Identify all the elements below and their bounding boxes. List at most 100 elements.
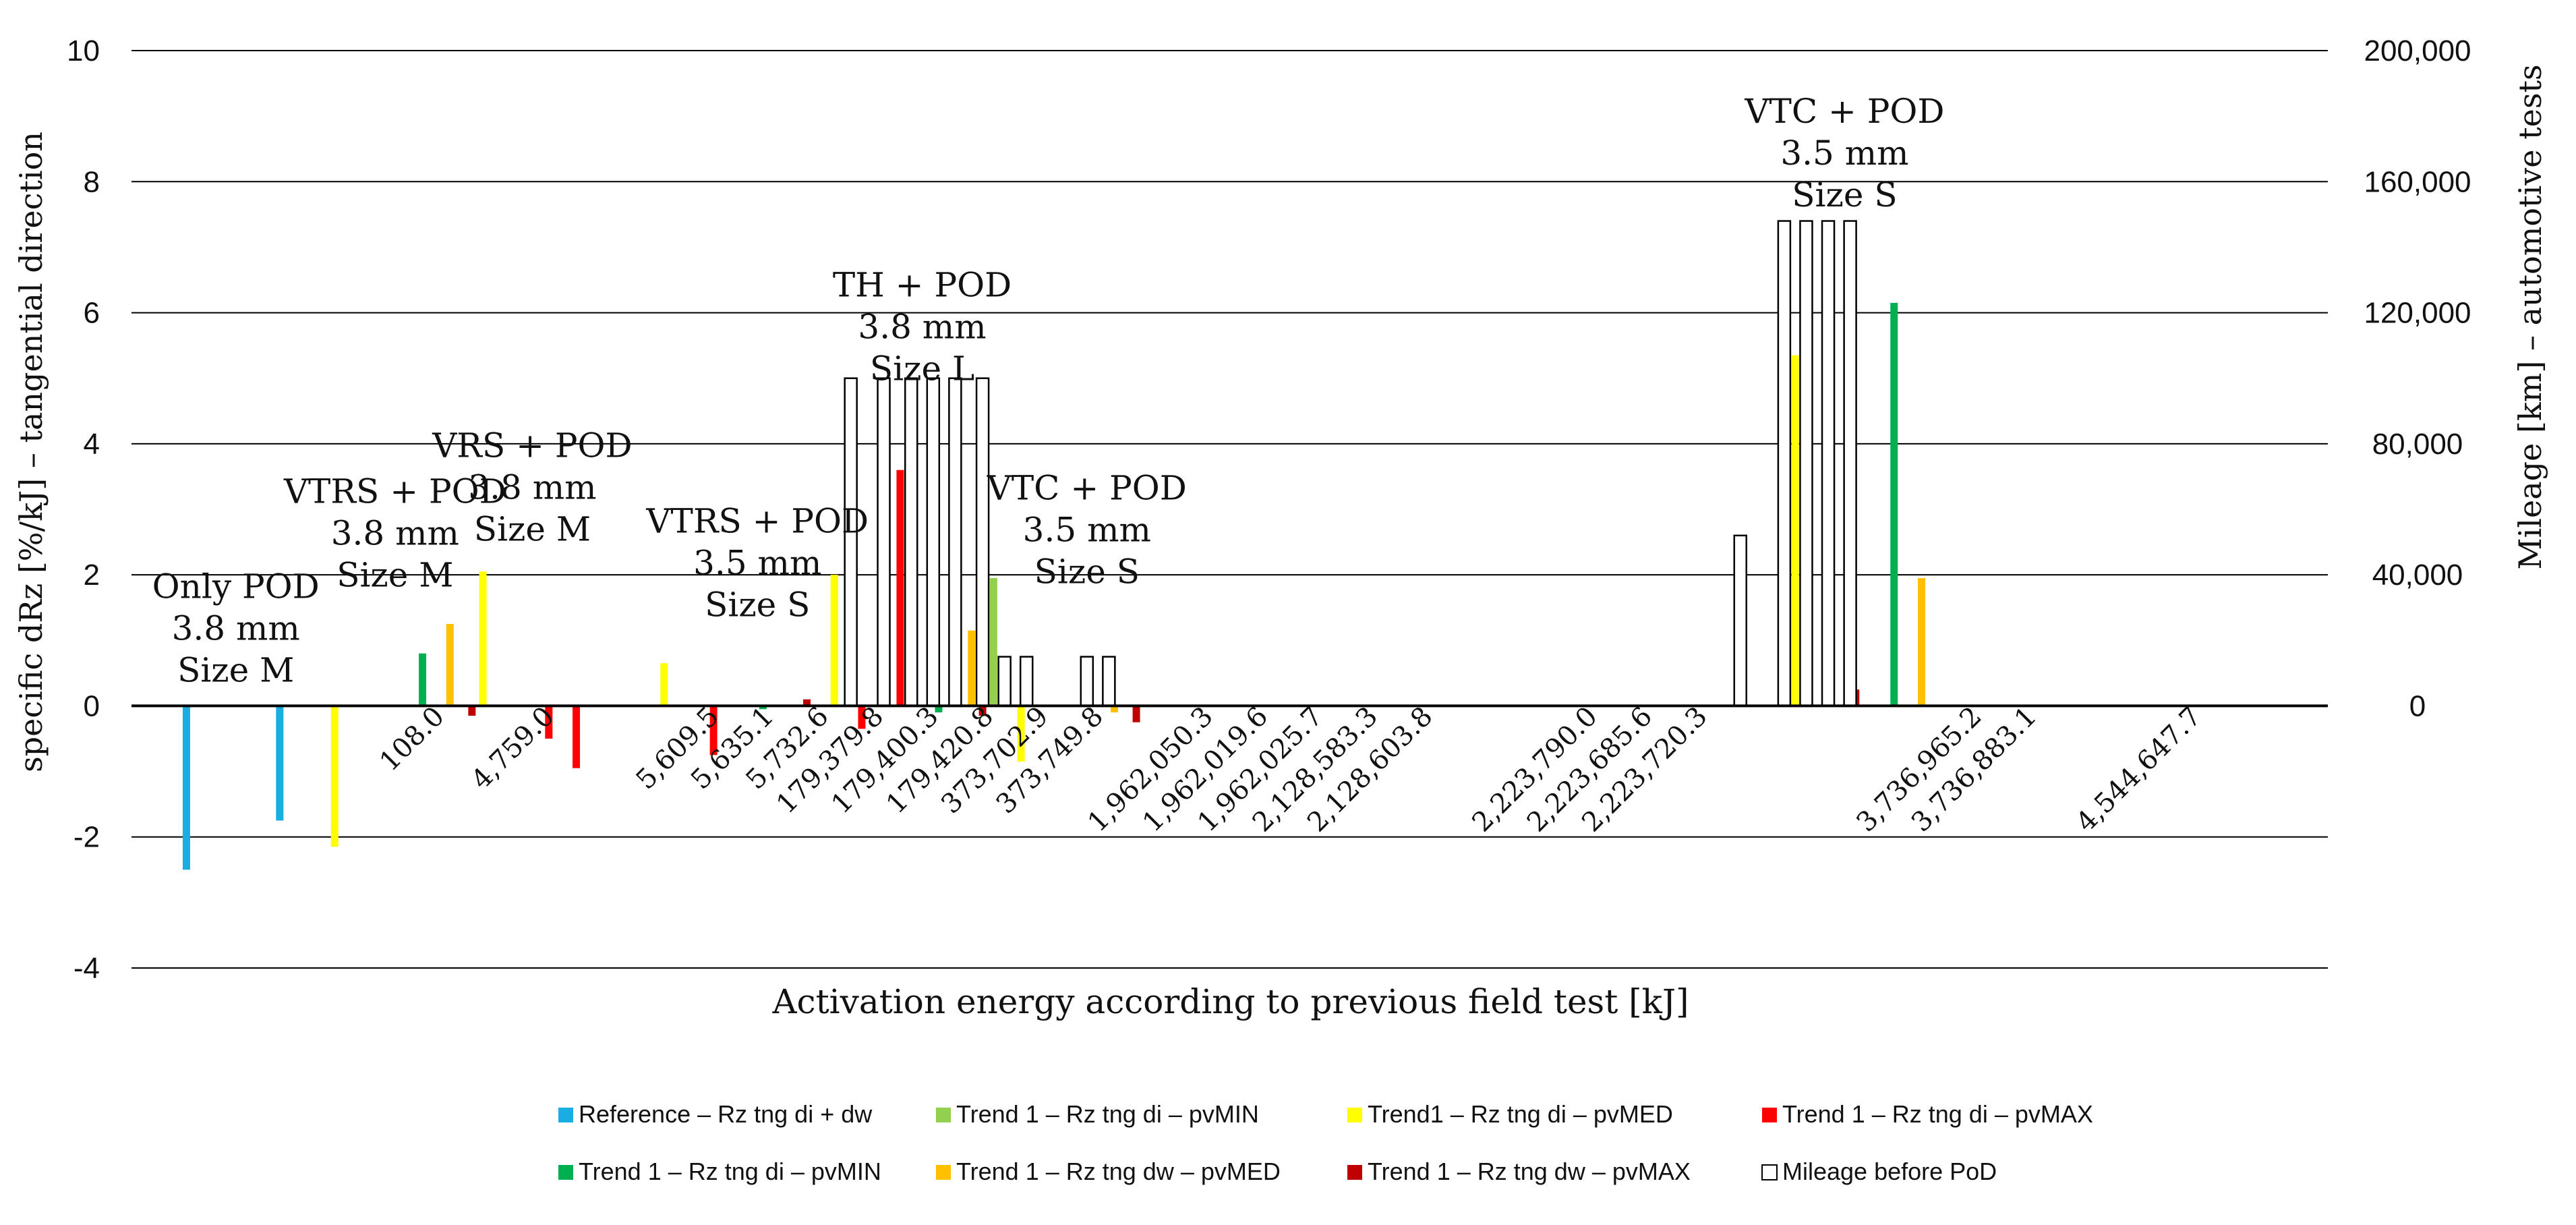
group-label-line: Size L bbox=[870, 349, 974, 389]
group-label-line: 3.8 mm bbox=[858, 308, 986, 347]
left-tick-label: -4 bbox=[74, 952, 100, 985]
legend-swatch bbox=[936, 1165, 951, 1180]
right-tick-label: 120,000 bbox=[2364, 297, 2471, 330]
right-tick-label: 0 bbox=[2409, 689, 2426, 722]
data-bar bbox=[479, 571, 487, 706]
mileage-bar bbox=[975, 377, 990, 707]
left-tick-label: 2 bbox=[84, 559, 100, 592]
left-tick-label: 4 bbox=[84, 428, 100, 461]
group-label-line: Size M bbox=[336, 556, 453, 595]
legend: Reference – Rz tng di + dw Trend 1 – Rz t… bbox=[558, 1100, 2093, 1185]
right-tick-label: 160,000 bbox=[2364, 165, 2471, 198]
data-bar bbox=[1791, 355, 1799, 706]
left-tick-label: 0 bbox=[84, 689, 100, 722]
left-tick-label: 6 bbox=[84, 297, 100, 330]
legend-swatch bbox=[1761, 1164, 1778, 1180]
mileage-bar bbox=[1733, 534, 1748, 707]
data-bar bbox=[803, 699, 811, 706]
mileage-bar bbox=[997, 656, 1012, 707]
right-axis-ticks: 0 40,000 80,000 120,000 160,000 200,000 bbox=[2364, 34, 2471, 722]
right-tick-label: 80,000 bbox=[2372, 428, 2463, 461]
data-bar bbox=[182, 706, 190, 870]
group-label-line: Size M bbox=[474, 510, 591, 549]
data-bar bbox=[968, 630, 976, 706]
data-bar bbox=[1017, 706, 1025, 762]
data-bar bbox=[468, 706, 476, 716]
legend-label: Trend 1 – Rz tng dw – pvMAX bbox=[1368, 1158, 1691, 1185]
x-axis-label: Activation energy according to previous … bbox=[771, 982, 1689, 1021]
mileage-bar bbox=[1799, 220, 1813, 707]
data-bar bbox=[419, 653, 427, 706]
legend-label: Mileage before PoD bbox=[1782, 1158, 1997, 1185]
group-label-line: Size M bbox=[177, 650, 294, 689]
legend-swatch bbox=[558, 1165, 573, 1180]
group-label-line: VTC + POD bbox=[1744, 92, 1944, 131]
left-tick-label: 10 bbox=[67, 34, 100, 67]
mileage-bar bbox=[1777, 220, 1792, 707]
legend-label: Trend 1 – Rz tng di – pvMIN bbox=[579, 1158, 881, 1185]
group-label-line: VRS + POD bbox=[432, 426, 632, 465]
data-bar bbox=[830, 575, 838, 706]
group-label-line: 3.5 mm bbox=[693, 543, 821, 582]
legend-label: Trend 1 – Rz tng di – pvMAX bbox=[1782, 1100, 2093, 1128]
data-bar bbox=[330, 706, 339, 847]
mileage-bar bbox=[1080, 656, 1094, 707]
legend-swatch bbox=[1762, 1108, 1777, 1122]
data-bar bbox=[446, 624, 454, 706]
mileage-bar bbox=[1821, 220, 1836, 707]
legend-label: Trend1 – Rz tng di – pvMED bbox=[1368, 1100, 1673, 1128]
data-bar bbox=[978, 706, 987, 716]
mileage-bar bbox=[1019, 656, 1034, 707]
group-label-line: VTC + POD bbox=[987, 469, 1187, 508]
data-bar bbox=[1111, 706, 1119, 713]
data-bar bbox=[1890, 303, 1898, 706]
legend-label: Trend 1 – Rz tng di – pvMIN bbox=[956, 1100, 1259, 1128]
group-label-line: Size S bbox=[705, 585, 810, 624]
group-label-line: VTRS + POD bbox=[645, 501, 869, 540]
data-bar bbox=[573, 706, 581, 768]
group-label-line: Size S bbox=[1792, 175, 1897, 215]
mileage-bar bbox=[1843, 220, 1857, 707]
mileage-bar bbox=[877, 377, 891, 707]
group-label-line: VTRS + POD bbox=[283, 472, 506, 511]
legend-swatch bbox=[1347, 1108, 1362, 1122]
legend-label: Reference – Rz tng di + dw bbox=[579, 1100, 873, 1128]
data-bar bbox=[935, 706, 943, 713]
data-bar bbox=[545, 706, 553, 739]
mileage-bar bbox=[926, 377, 941, 707]
group-label-line: 3.5 mm bbox=[1780, 134, 1908, 173]
left-tick-label: -2 bbox=[74, 821, 100, 854]
gridlines bbox=[131, 50, 2328, 969]
mileage-bar bbox=[1102, 656, 1116, 707]
y-axis-label-left: specific dRz [%/kJ] – tangential directi… bbox=[13, 132, 49, 772]
y-axis-label-right: Mileage [km] – automotive tests bbox=[2512, 64, 2548, 569]
data-bar bbox=[709, 706, 718, 756]
legend-swatch bbox=[936, 1108, 951, 1122]
mileage-bar bbox=[844, 377, 858, 707]
group-label-line: Only POD bbox=[152, 567, 320, 606]
group-label-line: 3.8 mm bbox=[468, 468, 596, 507]
mileage-bar bbox=[904, 377, 918, 707]
bars bbox=[182, 220, 1925, 870]
group-label-line: TH + POD bbox=[833, 266, 1012, 305]
data-bar bbox=[989, 578, 997, 706]
legend-label: Trend 1 – Rz tng dw – pvMED bbox=[956, 1158, 1281, 1185]
data-bar bbox=[660, 663, 668, 706]
data-bar bbox=[858, 706, 866, 729]
group-label-line: Size S bbox=[1034, 552, 1140, 592]
mileage-bar bbox=[948, 377, 962, 707]
legend-swatch bbox=[558, 1108, 573, 1122]
data-bar bbox=[1132, 706, 1140, 722]
data-bar bbox=[1917, 578, 1925, 706]
group-label-line: 3.8 mm bbox=[331, 514, 459, 553]
data-bar bbox=[276, 706, 284, 821]
right-tick-label: 200,000 bbox=[2364, 34, 2471, 67]
legend-swatch bbox=[1347, 1165, 1362, 1180]
right-tick-label: 40,000 bbox=[2372, 559, 2463, 592]
data-bar bbox=[896, 469, 904, 706]
group-label-line: 3.5 mm bbox=[1023, 511, 1151, 550]
left-tick-label: 8 bbox=[84, 165, 100, 198]
data-bar bbox=[759, 706, 767, 710]
